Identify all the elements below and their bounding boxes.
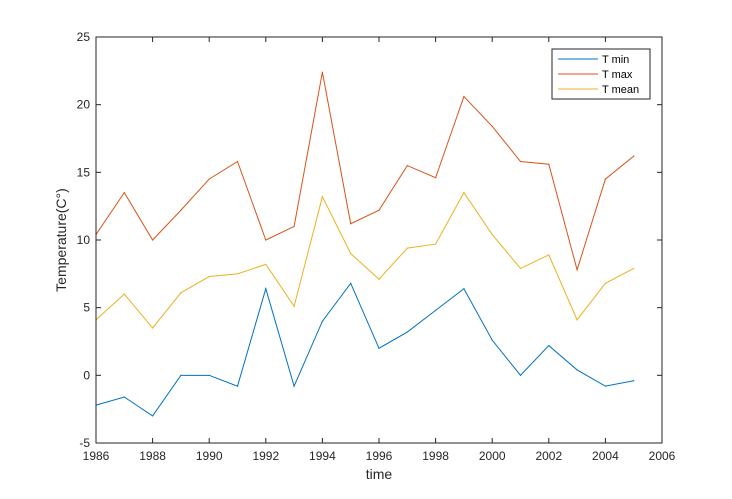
y-tick-label: 20 (77, 98, 91, 112)
data-point-t-max (406, 164, 408, 167)
x-tick-label: 2002 (535, 449, 562, 463)
data-point-t-min (208, 374, 210, 376)
data-point-t-max (519, 160, 522, 163)
data-point-t-mean (576, 319, 578, 321)
legend-label-t-mean: T mean (602, 84, 639, 96)
data-point-t-mean (406, 247, 408, 249)
x-tick-label: 1986 (83, 449, 110, 463)
data-point-t-min (519, 374, 522, 376)
data-point-t-mean (208, 275, 210, 278)
data-point-t-max (491, 125, 493, 127)
data-point-t-mean (236, 273, 239, 275)
series-line-t-min (95, 282, 634, 417)
data-point-t-max (548, 163, 550, 165)
data-point-t-max (208, 178, 210, 180)
data-point-t-max (463, 95, 465, 98)
data-point-t-max (321, 71, 323, 73)
data-point-t-min (491, 339, 493, 341)
series-line-t-mean (95, 191, 634, 329)
data-point-t-max (350, 223, 352, 225)
x-tick-label: 2004 (592, 449, 619, 463)
x-tick-label: 1998 (422, 449, 449, 463)
data-point-t-mean (321, 196, 323, 198)
data-point-t-max (265, 239, 267, 241)
data-point-t-mean (350, 252, 352, 255)
y-tick-label: 25 (77, 30, 91, 44)
data-point-t-mean (180, 292, 182, 294)
data-point-t-max (180, 209, 182, 211)
data-point-t-max (633, 155, 635, 157)
data-point-t-mean (463, 192, 465, 194)
data-point-t-mean (519, 267, 522, 270)
legend-label-t-min: T min (602, 54, 629, 66)
y-tick-label: 5 (83, 301, 90, 315)
x-tick-label: 1992 (252, 449, 279, 463)
data-point-t-min (152, 415, 154, 417)
y-tick-label: 15 (77, 165, 91, 179)
data-point-t-mean (548, 254, 550, 256)
data-point-t-mean (491, 233, 493, 236)
data-point-t-min (576, 369, 578, 371)
legend: T min T max T mean (551, 48, 651, 100)
y-axis-title: Temperature(C°) (53, 188, 69, 292)
data-point-t-max (604, 178, 607, 180)
x-axis: 1986 1988 1990 1992 1994 1996 1998 2000 2002 2004… (83, 37, 676, 463)
data-point-t-mean (265, 263, 267, 265)
data-point-t-min (293, 385, 295, 387)
data-point-t-mean (378, 278, 380, 280)
data-point-t-mean (152, 327, 154, 329)
data-point-t-min (236, 385, 239, 387)
data-point-t-min (604, 385, 607, 387)
data-point-t-min (265, 288, 267, 290)
x-tick-label: 2006 (649, 449, 676, 463)
x-tick-label: 1988 (139, 449, 166, 463)
data-point-t-min (350, 282, 352, 284)
series-layer (95, 71, 635, 417)
data-point-t-mean (293, 305, 295, 307)
data-point-t-max (123, 192, 125, 194)
data-point-t-max (576, 269, 578, 271)
x-axis-title: time (366, 466, 393, 482)
data-point-t-min (548, 344, 550, 347)
data-point-t-min (435, 309, 437, 311)
data-point-t-max (378, 209, 380, 211)
y-tick-label: 0 (83, 368, 90, 382)
y-tick-label: 10 (77, 233, 91, 247)
data-point-t-mean (435, 243, 437, 245)
data-point-t-min (180, 374, 182, 376)
x-tick-label: 2000 (479, 449, 506, 463)
data-point-t-min (123, 396, 125, 398)
x-tick-label: 1996 (366, 449, 393, 463)
data-point-t-mean (633, 267, 635, 270)
data-point-t-min (378, 347, 380, 349)
data-point-t-mean (123, 293, 125, 295)
data-point-t-max (435, 177, 437, 179)
x-tick-label: 1990 (196, 449, 223, 463)
series-line-t-max (95, 72, 635, 272)
data-point-t-max (152, 239, 154, 241)
x-tick-label: 1994 (309, 449, 336, 463)
data-point-t-min (463, 288, 465, 290)
data-point-t-mean (604, 282, 607, 284)
y-tick-label: -5 (79, 436, 90, 450)
data-point-t-min (633, 380, 635, 382)
y-axis: -5 0 5 10 15 20 25 (77, 30, 662, 450)
data-point-t-max (293, 225, 295, 228)
data-point-t-min (406, 331, 408, 333)
data-point-t-max (236, 160, 239, 163)
legend-label-t-max: T max (602, 69, 633, 81)
data-point-t-min (321, 320, 323, 322)
